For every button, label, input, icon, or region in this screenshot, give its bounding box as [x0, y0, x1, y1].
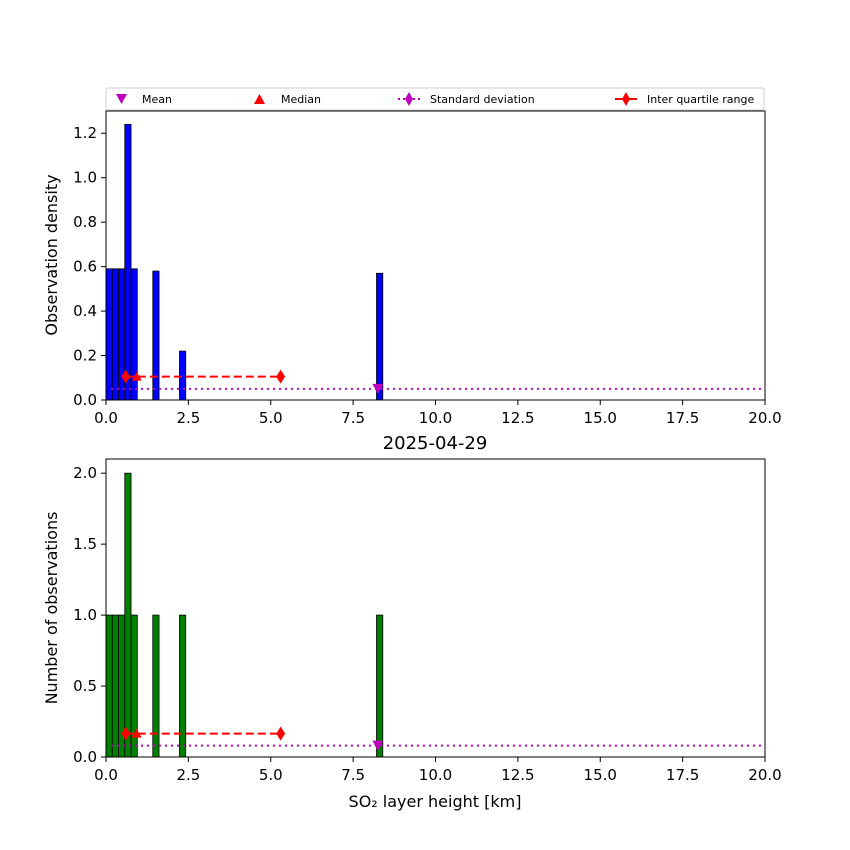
density-x-tick-label-7: 17.5: [666, 409, 699, 427]
count-bar-0: [105, 614, 113, 758]
count-bar-3: [124, 472, 132, 758]
count-x-axis-label: SO₂ layer height [km]: [349, 792, 522, 811]
count-y-tick-label-2: 1.0: [73, 606, 97, 624]
density-y-axis-label: Observation density: [42, 174, 61, 335]
density-y-tick-label-5: 1.0: [73, 169, 97, 187]
legend-label-median: Median: [281, 93, 321, 106]
count-x-tick-label-6: 15.0: [584, 766, 617, 784]
density-x-tick-label-3: 7.5: [341, 409, 365, 427]
std-diamond-icon: [405, 92, 413, 106]
iqr-diamond-icon: [622, 92, 630, 106]
count-median-marker: [131, 728, 142, 738]
count-x-tick-label-5: 12.5: [501, 766, 534, 784]
density-y-tick-label-1: 0.2: [73, 347, 97, 365]
legend-frame: [105, 87, 765, 111]
density-bar-6: [179, 350, 187, 401]
count-bar-6: [179, 614, 187, 758]
count-mean-marker: [372, 740, 384, 751]
legend-entry-std: Standard deviation: [398, 92, 535, 106]
count-x-tick-label-0: 0.0: [94, 766, 118, 784]
count-x-tick-label-3: 7.5: [341, 766, 365, 784]
density-statistics: [110, 369, 765, 394]
count-chart-title: 2025-04-29: [383, 433, 488, 454]
count-x-ticks: 0.0 2.5 5.0 7.5 10.0 12.5 15.0 17.5 20.0: [94, 757, 782, 784]
density-y-ticks: 0.0 0.2 0.4 0.6 0.8 1.0 1.2: [73, 124, 106, 409]
count-histogram-panel: 2025-04-29 0.0 2.5 5.0 7.5 10.0 12.5 15.0 17.5 2…: [42, 433, 782, 811]
density-iqr-end-marker: [276, 369, 286, 384]
density-y-tick-label-4: 0.8: [73, 213, 97, 231]
count-bar-7: [376, 614, 384, 758]
count-x-tick-label-4: 10.0: [419, 766, 452, 784]
density-bar-1: [111, 268, 119, 401]
density-mean-marker: [372, 383, 384, 394]
legend-entry-median: Median: [254, 93, 321, 106]
count-x-tick-label-2: 5.0: [259, 766, 283, 784]
density-iqr-start-marker: [121, 369, 131, 384]
density-x-ticks: 0.0 2.5 5.0 7.5 10.0 12.5 15.0 17.5 20.0: [94, 400, 782, 427]
density-bar-7: [376, 272, 384, 401]
density-median-marker: [131, 371, 142, 381]
legend-label-mean: Mean: [142, 93, 172, 106]
count-bar-1: [111, 614, 119, 758]
legend: Mean Median Standard deviation Inter qua…: [105, 87, 765, 111]
density-bar-3: [124, 123, 132, 401]
legend-label-iqr: Inter quartile range: [647, 93, 754, 106]
count-y-tick-label-0: 0.0: [73, 748, 97, 766]
count-bar-5: [152, 614, 160, 758]
count-y-ticks: 0.0 0.5 1.0 1.5 2.0: [73, 464, 106, 766]
density-y-tick-label-0: 0.0: [73, 391, 97, 409]
density-y-tick-label-3: 0.6: [73, 258, 97, 276]
legend-entry-iqr: Inter quartile range: [615, 92, 754, 106]
count-y-tick-label-1: 0.5: [73, 677, 97, 695]
density-x-tick-label-0: 0.0: [94, 409, 118, 427]
density-histogram-panel: 0.0 2.5 5.0 7.5 10.0 12.5 15.0 17.5 20.0 0.00.20…: [42, 110, 782, 427]
legend-entry-mean: Mean: [116, 93, 172, 106]
density-y-tick-label-2: 0.4: [73, 302, 97, 320]
count-x-tick-label-8: 20.0: [748, 766, 781, 784]
count-iqr-start-marker: [121, 726, 131, 741]
count-y-tick-label-4: 2.0: [73, 464, 97, 482]
density-bars: [105, 123, 384, 401]
density-x-tick-label-1: 2.5: [176, 409, 200, 427]
density-bar-0: [105, 268, 113, 401]
mean-marker-icon: [116, 94, 127, 104]
median-marker-icon: [254, 94, 265, 104]
count-x-tick-label-1: 2.5: [176, 766, 200, 784]
density-x-tick-label-2: 5.0: [259, 409, 283, 427]
density-x-tick-label-4: 10.0: [419, 409, 452, 427]
count-y-axis-label: Number of observations: [42, 512, 61, 705]
count-iqr-end-marker: [276, 726, 286, 741]
density-x-tick-label-8: 20.0: [748, 409, 781, 427]
density-y-tick-label-6: 1.2: [73, 124, 97, 142]
density-bar-5: [152, 270, 160, 401]
count-y-tick-label-3: 1.5: [73, 535, 97, 553]
legend-label-std: Standard deviation: [430, 93, 535, 106]
density-x-tick-label-5: 12.5: [501, 409, 534, 427]
density-x-tick-label-6: 15.0: [584, 409, 617, 427]
count-x-tick-label-7: 17.5: [666, 766, 699, 784]
count-statistics: [110, 726, 765, 751]
count-bars: [105, 472, 384, 758]
